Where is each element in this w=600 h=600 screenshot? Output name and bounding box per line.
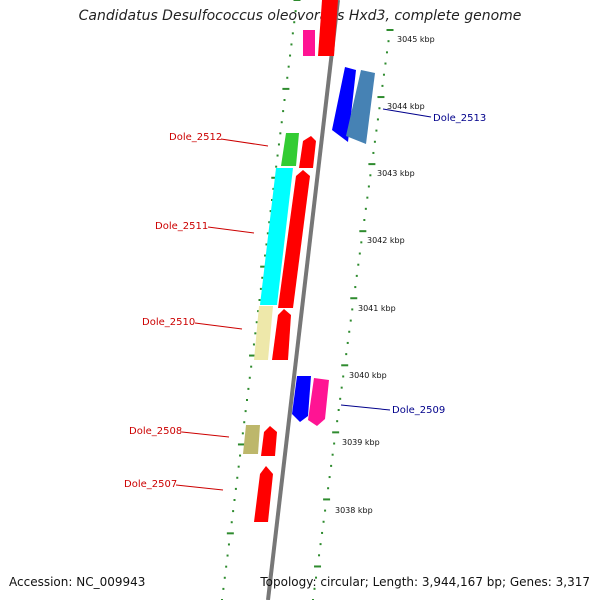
gene-dole-2512 — [281, 133, 299, 166]
kbp-label-3039: 3039 kbp — [342, 438, 380, 447]
kbp-label-3041: 3041 kbp — [358, 304, 396, 313]
tick-marks — [221, 0, 394, 600]
gene-dole-2507 — [254, 466, 273, 522]
gene-dole-2513 — [346, 70, 375, 144]
gene-blue-2509 — [292, 376, 311, 422]
kbp-label-3042: 3042 kbp — [367, 236, 405, 245]
map-title: Candidatus Desulfococcus oleovorans Hxd3… — [78, 8, 522, 24]
label-dole-2507: Dole_2507 — [124, 479, 177, 490]
leader-dole-2512 — [220, 138, 269, 147]
leader-dole-2509 — [340, 404, 391, 411]
gene-red-top — [318, 0, 338, 56]
genome-backbone — [266, 0, 340, 600]
kbp-label-3038: 3038 kbp — [335, 506, 373, 515]
kbp-label-3043: 3043 kbp — [377, 169, 415, 178]
leader-dole-2511 — [207, 226, 255, 234]
kbp-label-3044: 3044 kbp — [387, 102, 425, 111]
leader-dole-2508 — [181, 431, 230, 438]
label-dole-2511: Dole_2511 — [155, 221, 208, 232]
kbp-label-3045: 3045 kbp — [397, 35, 435, 44]
leader-dole-2507 — [175, 484, 224, 491]
gene-dole-2509 — [308, 378, 329, 426]
label-dole-2512: Dole_2512 — [169, 132, 222, 143]
leader-dole-2510 — [194, 322, 243, 330]
gene-red-2512 — [299, 136, 316, 168]
gene-red-2510 — [272, 309, 291, 360]
leader-dole-2513 — [382, 108, 432, 118]
label-dole-2510: Dole_2510 — [142, 317, 195, 328]
label-dole-2513: Dole_2513 — [433, 113, 486, 124]
kbp-label-3040: 3040 kbp — [349, 371, 387, 380]
gene-red-2508 — [261, 426, 277, 456]
gene-dole-2511 — [260, 168, 293, 305]
genome-summary: Topology: circular; Length: 3,944,167 bp… — [260, 575, 590, 589]
gene-magenta-top — [303, 30, 315, 56]
label-dole-2509: Dole_2509 — [392, 405, 445, 416]
gene-dole-2508 — [243, 425, 260, 454]
label-dole-2508: Dole_2508 — [129, 426, 182, 437]
gene-red-2511 — [278, 170, 310, 308]
gene-dole-2510 — [254, 306, 273, 360]
accession-text: Accession: NC_009943 — [9, 575, 146, 589]
